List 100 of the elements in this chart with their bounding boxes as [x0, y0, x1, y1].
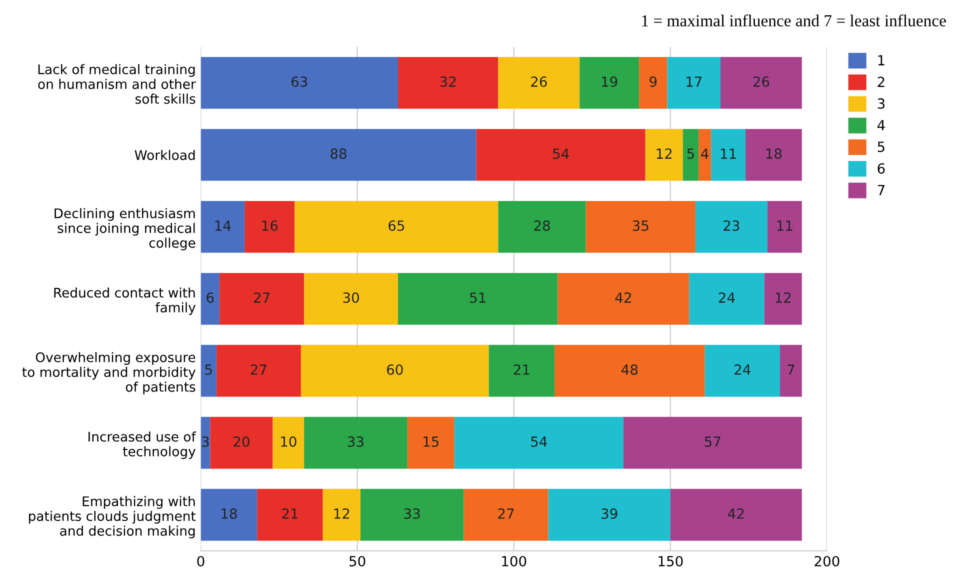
- data-label: 18: [766, 148, 782, 159]
- data-label: 24: [718, 292, 735, 303]
- y-tick-label: Increased use of technology: [88, 431, 196, 459]
- bar: [407, 416, 454, 469]
- bar: [667, 56, 720, 109]
- data-label: 5: [687, 148, 694, 159]
- bar: [767, 200, 802, 253]
- data-label: 18: [222, 508, 237, 519]
- bar: [711, 128, 746, 181]
- bar: [304, 416, 408, 469]
- data-label: 27: [498, 508, 514, 519]
- data-label: 12: [656, 148, 672, 159]
- legend-label: 6: [878, 163, 885, 174]
- legend-label: 4: [877, 120, 885, 130]
- data-label: 9: [650, 76, 657, 87]
- bar: [200, 488, 258, 541]
- data-label: 30: [343, 292, 359, 303]
- data-label: 5: [205, 364, 212, 375]
- bar: [200, 272, 220, 325]
- bar: [398, 272, 558, 325]
- y-tick-label: Workload: [134, 150, 195, 160]
- bar: [639, 56, 668, 109]
- data-label: 17: [686, 76, 702, 87]
- data-label: 23: [724, 220, 740, 231]
- bar: [200, 200, 245, 253]
- data-label: 24: [734, 364, 750, 375]
- data-label: 27: [254, 292, 270, 303]
- bar: [498, 200, 586, 253]
- data-label: 48: [622, 364, 638, 375]
- data-label: 32: [440, 76, 456, 87]
- bar: [464, 488, 548, 541]
- data-label: 65: [388, 220, 404, 231]
- data-label: 19: [602, 76, 618, 87]
- data-label: 16: [262, 220, 278, 231]
- data-label: 11: [721, 148, 736, 159]
- data-label: 35: [632, 220, 648, 231]
- legend-label: 2: [878, 76, 884, 87]
- bar: [300, 344, 489, 397]
- x-tick-label: 50: [350, 556, 366, 566]
- data-label: 3: [202, 436, 209, 447]
- data-label: 26: [753, 76, 770, 87]
- legend-label: 3: [878, 98, 884, 109]
- legend-label: 7: [878, 185, 884, 196]
- data-label: 20: [234, 436, 250, 447]
- data-label: 42: [728, 508, 744, 519]
- data-label: 11: [777, 220, 792, 231]
- data-label: 33: [348, 436, 364, 447]
- data-label: 54: [553, 148, 569, 159]
- bar: [294, 200, 498, 253]
- bar: [498, 56, 580, 109]
- bar: [360, 488, 464, 541]
- bar: [220, 272, 304, 325]
- y-tick-label: Empathizing with patients clouds judgment and decision making: [28, 496, 196, 538]
- bar: [322, 488, 360, 541]
- bar: [645, 128, 683, 181]
- bar: [476, 128, 646, 181]
- y-tick-label: Declining enthusiasm since joining medical college: [54, 208, 196, 250]
- bar: [580, 56, 640, 109]
- bar: [210, 416, 273, 469]
- x-tick-label: 0: [197, 556, 204, 566]
- bar: [216, 344, 301, 397]
- data-label: 14: [215, 220, 231, 231]
- x-tick-label: 200: [814, 556, 840, 566]
- data-label: 12: [334, 508, 350, 519]
- bar: [623, 416, 802, 469]
- legend-title: 1 = maximal influence and 7 = least influence: [642, 14, 946, 26]
- x-tick-label: 100: [502, 556, 526, 566]
- bar: [257, 488, 323, 541]
- bar: [272, 416, 304, 469]
- data-label: 57: [704, 436, 720, 447]
- data-label: 6: [206, 292, 214, 303]
- bar: [304, 272, 398, 325]
- data-label: 21: [282, 508, 298, 519]
- bar: [695, 200, 768, 253]
- bar: [398, 56, 498, 109]
- y-tick-label: Reduced contact with family: [54, 287, 196, 316]
- data-label: 27: [250, 364, 266, 375]
- bar: [704, 344, 780, 397]
- bar: [244, 200, 295, 253]
- data-label: 10: [281, 436, 296, 447]
- data-label: 15: [424, 436, 439, 447]
- data-label: 88: [330, 148, 346, 159]
- data-label: 42: [615, 292, 631, 303]
- bar: [200, 344, 216, 397]
- data-label: 7: [788, 364, 794, 375]
- bar: [554, 344, 705, 397]
- bar: [200, 416, 210, 469]
- bar: [558, 272, 690, 325]
- bar: [780, 344, 802, 397]
- bar: [200, 56, 398, 109]
- legend-label: 5: [878, 142, 884, 152]
- bar: [670, 488, 802, 541]
- y-tick-label: Lack of medical training on humanism and other soft skills: [38, 64, 196, 104]
- bar: [548, 488, 670, 541]
- data-label: 60: [387, 364, 403, 375]
- bar: [764, 272, 802, 325]
- x-tick-label: 150: [658, 556, 683, 566]
- bar: [746, 128, 802, 181]
- bar: [488, 344, 555, 397]
- bar: [720, 56, 802, 109]
